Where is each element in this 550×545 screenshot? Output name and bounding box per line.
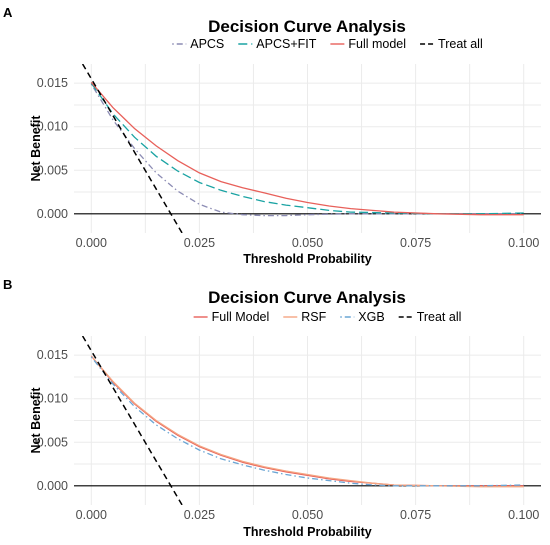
y-axis-title: Net Benefit — [29, 115, 43, 182]
series-line-apcs-fit — [90, 82, 524, 215]
panel-letter-b: B — [3, 277, 12, 292]
panel-letter-a: A — [3, 5, 13, 20]
x-tick-label: 0.025 — [184, 236, 215, 250]
legend-label: APCS — [190, 37, 224, 51]
x-axis-title: Threshold Probability — [243, 252, 372, 266]
legend-label: RSF — [301, 310, 326, 324]
x-tick-label: 0.100 — [508, 508, 539, 522]
y-tick-label: 0.000 — [37, 479, 68, 493]
series-line-treat-all — [81, 336, 183, 505]
x-tick-label: 0.100 — [508, 236, 539, 250]
series-line-full-model — [90, 81, 524, 216]
legend-label: XGB — [358, 310, 384, 324]
x-tick-label: 0.000 — [76, 508, 107, 522]
legend-label: Full model — [348, 37, 406, 51]
legend: Full Model RSF XGB Treat all — [193, 310, 462, 324]
series-line-rsf — [90, 355, 524, 488]
x-tick-label: 0.025 — [184, 508, 215, 522]
x-tick-label: 0.050 — [292, 236, 323, 250]
panel-a: A Decision Curve Analysis 0.000 0.025 0.05… — [3, 5, 541, 266]
x-tick-label: 0.075 — [400, 236, 431, 250]
legend-label: APCS+FIT — [256, 37, 316, 51]
series-line-xgb — [90, 356, 524, 487]
y-tick-label: 0.015 — [37, 348, 68, 362]
x-tick-label: 0.075 — [400, 508, 431, 522]
y-tick-label: 0.000 — [37, 207, 68, 221]
y-axis-title: Net Benefit — [29, 387, 43, 454]
y-tick-label: 0.005 — [37, 163, 68, 177]
panel-b: B Decision Curve Analysis 0.000 0.025 0.05… — [3, 277, 541, 539]
y-tick-label: 0.010 — [37, 392, 68, 406]
chart-title-b: Decision Curve Analysis — [208, 288, 406, 307]
legend-label: Full Model — [212, 310, 270, 324]
legend-label: Treat all — [417, 310, 462, 324]
x-axis-title: Threshold Probability — [243, 525, 372, 539]
y-tick-label: 0.010 — [37, 120, 68, 134]
y-tick-label: 0.015 — [37, 76, 68, 90]
chart-title-a: Decision Curve Analysis — [208, 17, 406, 36]
legend-label: Treat all — [438, 37, 483, 51]
series-line-treat-all — [81, 64, 183, 233]
y-tick-label: 0.005 — [37, 435, 68, 449]
legend: APCS APCS+FIT Full model Treat all — [172, 37, 483, 51]
x-tick-label: 0.050 — [292, 508, 323, 522]
x-tick-label: 0.000 — [76, 236, 107, 250]
